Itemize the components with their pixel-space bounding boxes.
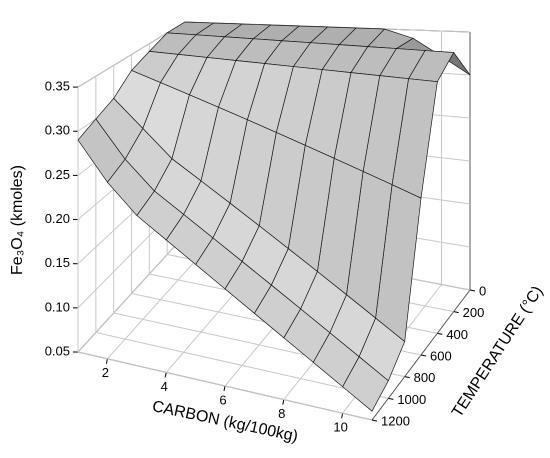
tick-mark: [453, 311, 459, 314]
tick-mark: [164, 372, 167, 378]
y-tick-label: 0: [479, 283, 486, 298]
surface-cell: [77, 118, 126, 183]
y-tick-label: 1000: [397, 392, 426, 407]
y-tick-label: 400: [446, 327, 468, 342]
x-tick-label: 10: [333, 420, 347, 435]
x-tick-label: 4: [161, 379, 168, 394]
z-axis-title: Fe₃O₄ (kmoles): [9, 165, 26, 275]
tick-mark: [341, 413, 344, 419]
z-tick-label: 0.05: [45, 343, 70, 358]
tick-mark: [282, 399, 285, 405]
y-tick-label: 800: [414, 370, 436, 385]
grid-line: [77, 351, 373, 421]
z-tick-label: 0.25: [45, 167, 70, 182]
tick-mark: [437, 332, 443, 335]
x-tick-label: 6: [219, 392, 226, 407]
tick-mark: [469, 289, 476, 292]
z-tick-label: 0.35: [45, 79, 70, 94]
tick-mark: [404, 376, 410, 379]
surface: [77, 21, 471, 412]
y-axis-title: TEMPERATURE (°C): [449, 283, 546, 420]
tick-mark: [388, 397, 394, 400]
grid-line: [95, 332, 389, 399]
x-tick-label: 2: [102, 365, 109, 380]
y-tick-label: 1200: [381, 413, 410, 428]
z-tick-label: 0.20: [45, 211, 70, 226]
z-tick-label: 0.15: [45, 255, 70, 270]
tick-mark: [223, 385, 226, 392]
tick-mark: [420, 354, 427, 357]
y-tick-label: 600: [430, 348, 452, 363]
tick-mark: [105, 358, 108, 364]
z-tick-label: 0.10: [45, 299, 70, 314]
tick-mark: [371, 419, 378, 422]
z-tick-label: 0.30: [45, 123, 70, 138]
y-tick-label: 200: [463, 305, 485, 320]
x-tick-label: 8: [278, 406, 285, 421]
